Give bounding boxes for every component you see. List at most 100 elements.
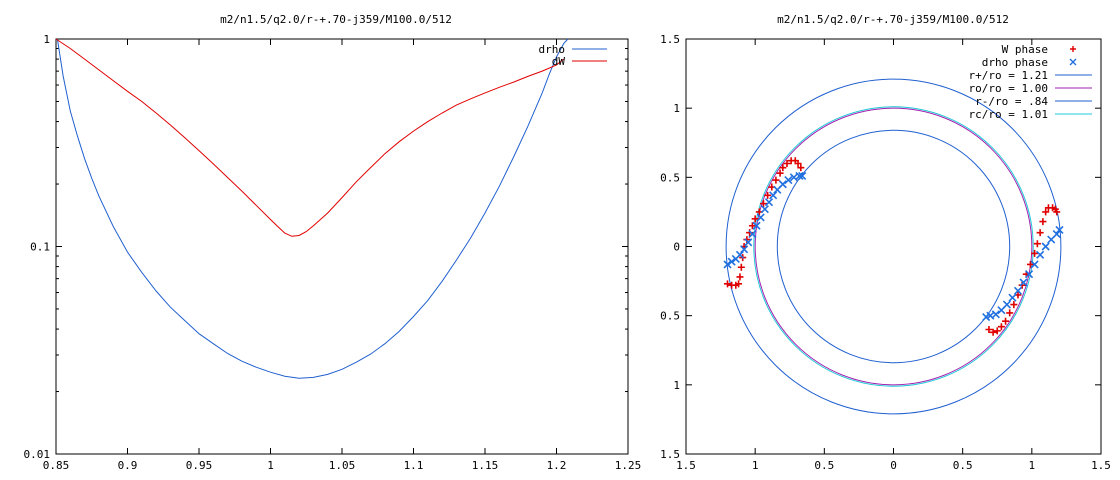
right-x-tick-label: 1 [1029, 459, 1036, 472]
w-phase-point [735, 280, 743, 288]
right-x-tick-label: 0.5 [814, 459, 834, 472]
legend-label-circle: rc/ro = 1.01 [969, 108, 1048, 121]
left-x-tick-label: 0.85 [43, 459, 70, 472]
w-phase-point [1026, 260, 1034, 268]
w-phase-point [748, 222, 756, 230]
right-y-tick-label: 0.5 [660, 171, 680, 184]
legend-label-circle: ro/ro = 1.00 [969, 82, 1048, 95]
drho-phase-point [1002, 300, 1011, 309]
w-phase-point [759, 200, 767, 208]
reference-circle [754, 107, 1033, 386]
w-phase-point [724, 280, 731, 288]
left-axis-ticks: 0.85 0.9 0.95 1 1.05 1.1 1.15 1.2 1.25 0.01 0.1 1 [24, 33, 642, 472]
drho-phase-point [1052, 229, 1061, 239]
w-phase-point [772, 176, 780, 184]
reference-circle [725, 78, 1062, 415]
right-y-tick-label: 0 [673, 241, 680, 254]
right-y-tick-label: 1 [673, 379, 680, 392]
drho-phase-point [744, 238, 753, 247]
reference-circle [776, 129, 1011, 364]
w-phase-point [1006, 309, 1014, 317]
right-x-tick-label: 0 [890, 459, 897, 472]
left-x-tick-label: 1.15 [472, 459, 499, 472]
legend-label-drho: drho [539, 43, 566, 56]
drho-phase-point [795, 171, 804, 181]
w-phase-point [993, 327, 1001, 335]
w-phase-point [1039, 218, 1047, 226]
w-phase-point [1010, 301, 1018, 309]
right-y-tick-label: 1 [673, 102, 680, 115]
right-x-tick-label: 1.5 [1091, 459, 1111, 472]
w-phase-point [751, 215, 759, 223]
right-y-tick-label: 1.5 [660, 448, 680, 461]
right-phase-markers [723, 157, 1064, 336]
legend-label-series: drho phase [982, 56, 1048, 69]
w-phase-point [1002, 317, 1010, 325]
drho-phase-point [784, 176, 793, 185]
drho-phase-point [1041, 242, 1050, 251]
series-line-drho [56, 38, 569, 379]
drho-phase-point [1055, 225, 1064, 234]
right-y-tick-label: 1.5 [660, 33, 680, 46]
w-phase-point [1042, 208, 1050, 216]
w-phase-point [1033, 240, 1041, 248]
w-phase-point [737, 263, 745, 271]
w-phase-point [794, 160, 802, 167]
drho-phase-point [1013, 286, 1023, 295]
left-x-tick-label: 1.1 [404, 459, 424, 472]
drho-phase-point [756, 213, 765, 222]
drho-phase-point [798, 171, 807, 181]
drho-phase-point [752, 221, 761, 230]
legend-label-circle: r+/ro = 1.21 [969, 69, 1048, 82]
drho-phase-point [778, 180, 787, 189]
left-x-tick-label: 1.05 [329, 459, 356, 472]
left-x-tick-label: 1 [267, 459, 274, 472]
drho-phase-point [1036, 250, 1045, 259]
right-chart-title: m2/n1.5/q2.0/r-+.70-j359/M100.0/512 [777, 13, 1009, 26]
drho-phase-point [740, 245, 749, 254]
right-axis-ticks: 1.5 1 0.5 0 0.5 1 1.51.510.500.511.5 [660, 33, 1111, 472]
legend-label-dW: dW [552, 55, 566, 68]
w-phase-point [985, 326, 993, 333]
drho-phase-point [723, 260, 732, 269]
left-y-tick-label: 0.01 [24, 448, 51, 461]
w-phase-point [779, 164, 787, 172]
w-phase-point [1031, 249, 1039, 257]
reference-circle [753, 106, 1034, 387]
right-reference-circles [725, 78, 1062, 415]
left-chart-drho-dw: m2/n1.5/q2.0/r-+.70-j359/M100.0/512 0.85… [24, 13, 642, 472]
legend-marker-series [1069, 58, 1077, 66]
right-x-tick-label: 1.5 [676, 459, 696, 472]
drho-phase-point [1030, 260, 1039, 269]
drho-phase-point [1008, 293, 1017, 302]
legend-marker-series [1070, 46, 1076, 52]
legend-label-series: W phase [1002, 43, 1048, 56]
right-x-tick-label: 0.5 [953, 459, 973, 472]
left-x-tick-label: 1.25 [615, 459, 642, 472]
legend-label-circle: r-/ro = .84 [975, 95, 1048, 108]
left-series-lines [55, 38, 569, 379]
drho-phase-point [748, 229, 757, 239]
w-phase-point [776, 169, 784, 177]
left-x-tick-label: 0.9 [118, 459, 138, 472]
w-phase-point [736, 273, 744, 281]
drho-phase-point [769, 191, 778, 200]
left-x-tick-label: 1.2 [547, 459, 567, 472]
w-phase-point [764, 191, 772, 199]
drho-phase-point [1025, 270, 1034, 279]
series-line-dW [55, 38, 565, 237]
drho-phase-point [764, 198, 774, 207]
right-x-tick-label: 1 [752, 459, 759, 472]
left-y-tick-label: 0.1 [30, 241, 50, 254]
w-phase-point [1053, 208, 1061, 216]
drho-phase-point [735, 250, 745, 259]
drho-phase-point [1019, 278, 1028, 287]
left-y-tick-label: 1 [43, 33, 50, 46]
w-phase-point [989, 328, 997, 336]
w-phase-point [783, 160, 791, 167]
drho-phase-point [991, 310, 1000, 319]
right-chart-phase: m2/n1.5/q2.0/r-+.70-j359/M100.0/512 1.5 1… [660, 13, 1111, 472]
